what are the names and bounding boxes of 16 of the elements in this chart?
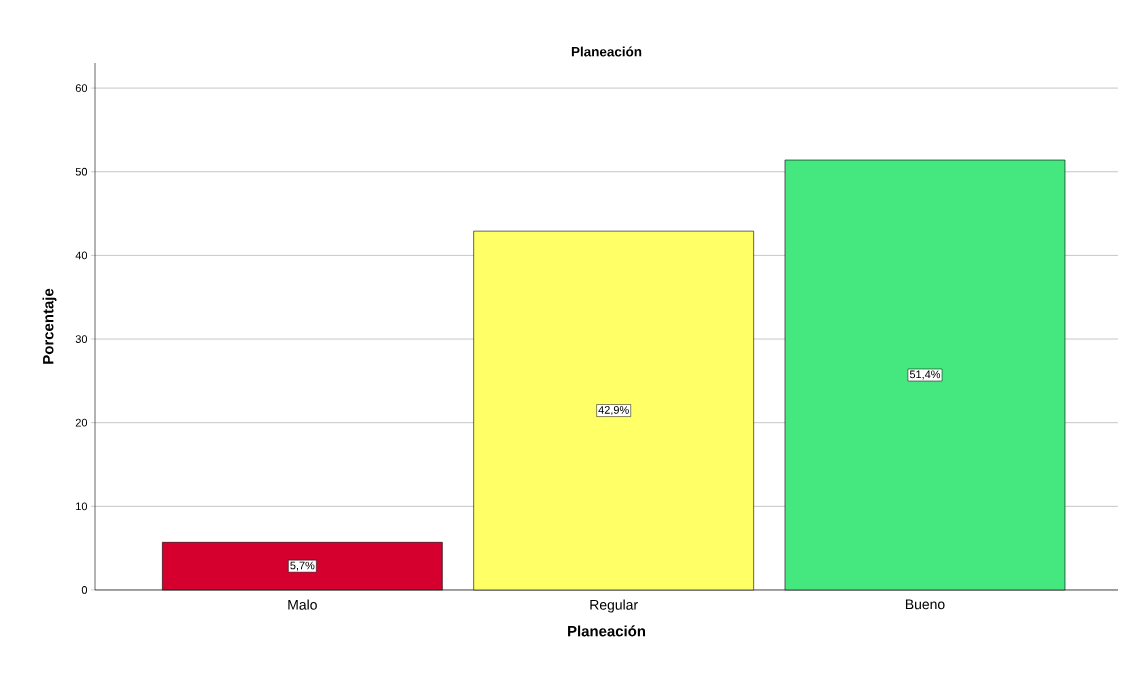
x-tick-label: Bueno <box>905 599 945 610</box>
y-tick-label: 10 <box>76 502 88 511</box>
y-tick-label: 60 <box>75 84 88 92</box>
y-tick-label: 30 <box>75 335 88 343</box>
chart-title: Planeación <box>571 46 642 57</box>
y-axis-title: Porcentaje <box>42 288 57 364</box>
data-label: 5,7% <box>290 561 315 571</box>
y-tick-label: 50 <box>75 167 88 176</box>
y-tick-label: 20 <box>75 418 88 427</box>
y-tick-label: 40 <box>75 251 88 260</box>
data-label: 42,9% <box>598 406 629 416</box>
x-tick-label: Regular <box>590 599 638 613</box>
data-label: 51,4% <box>909 370 941 380</box>
y-tick-label: 0 <box>81 586 88 594</box>
x-axis-title: Planeación <box>568 625 646 637</box>
x-tick-label: Malo <box>288 599 317 610</box>
